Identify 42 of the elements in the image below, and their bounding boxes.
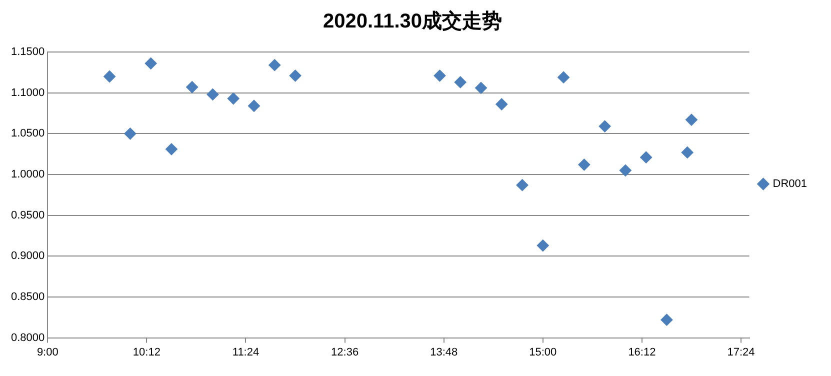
x-tick-label: 16:12 xyxy=(628,346,656,358)
x-tick-label: 10:12 xyxy=(132,346,160,358)
point xyxy=(268,59,281,72)
point xyxy=(619,164,632,176)
point xyxy=(598,120,611,132)
point xyxy=(681,146,694,158)
point xyxy=(104,70,116,82)
y-tick-label: 0.9500 xyxy=(10,209,45,222)
legend-label: DR001 xyxy=(772,178,808,190)
point xyxy=(206,88,219,100)
point xyxy=(640,151,652,164)
point xyxy=(248,100,260,112)
point xyxy=(124,128,136,140)
y-tick-label: 0.8000 xyxy=(10,332,45,344)
y-tick-label: 0.8500 xyxy=(10,291,45,304)
x-tick-label: 17:24 xyxy=(727,346,755,358)
point xyxy=(685,114,698,126)
y-tick-label: 1.0000 xyxy=(10,168,45,181)
x-tick-label: 15:00 xyxy=(529,346,557,358)
point xyxy=(660,314,673,326)
point xyxy=(536,240,549,252)
chart-title: 2020.11.30成交走势 xyxy=(323,10,502,33)
point xyxy=(144,57,157,70)
point xyxy=(578,158,590,171)
x-tick-label: 12:36 xyxy=(331,346,359,358)
point xyxy=(227,92,240,105)
x-tick-label: 11:24 xyxy=(232,346,260,358)
y-tick-label: 1.1000 xyxy=(10,86,45,99)
x-tick-label: 9:00 xyxy=(36,346,58,358)
point xyxy=(186,81,198,94)
point xyxy=(516,179,528,192)
point xyxy=(558,71,570,84)
point xyxy=(454,76,466,88)
point xyxy=(496,98,508,110)
point xyxy=(165,143,178,156)
y-tick-label: 1.1500 xyxy=(10,46,45,58)
y-tick-label: 0.9000 xyxy=(10,250,45,262)
point xyxy=(289,70,302,82)
point xyxy=(474,82,487,94)
y-tick-label: 1.0500 xyxy=(10,128,45,140)
point xyxy=(434,70,446,82)
x-tick-label: 13:48 xyxy=(430,346,458,358)
